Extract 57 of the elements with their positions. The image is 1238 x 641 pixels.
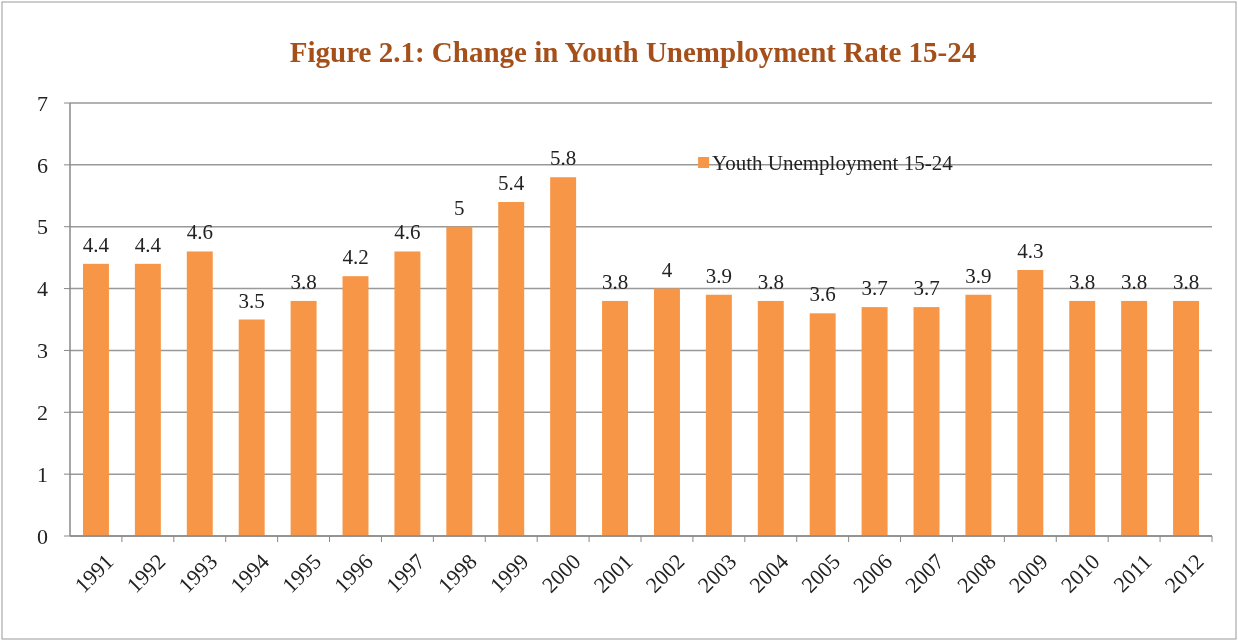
- bar: [550, 177, 577, 536]
- data-label: 3.7: [913, 276, 940, 301]
- data-label: 3.6: [809, 282, 836, 307]
- bar: [705, 294, 732, 536]
- bar: [602, 300, 629, 536]
- bar: [1017, 270, 1044, 536]
- data-label: 3.9: [965, 263, 992, 288]
- data-label: 4.3: [1017, 239, 1044, 264]
- y-tick-label: 3: [37, 338, 48, 364]
- bar: [498, 201, 525, 536]
- bar: [82, 263, 109, 536]
- bar: [186, 251, 213, 536]
- data-label: 3.8: [1121, 269, 1148, 294]
- y-tick-label: 2: [37, 399, 48, 425]
- data-label: 3.5: [238, 288, 265, 313]
- data-label: 4.6: [186, 220, 213, 245]
- data-label: 4.2: [342, 245, 369, 270]
- bar: [913, 307, 940, 536]
- y-tick-label: 6: [37, 152, 48, 178]
- bar: [238, 319, 265, 536]
- bar: [861, 307, 888, 536]
- bar: [446, 226, 473, 536]
- data-label: 3.9: [705, 263, 732, 288]
- bar: [757, 300, 784, 536]
- legend-label: Youth Unemployment 15-24: [712, 151, 954, 176]
- data-label: 4.4: [134, 232, 162, 257]
- data-label: 4: [661, 257, 673, 282]
- bar: [1173, 300, 1200, 536]
- data-label: 3.8: [290, 269, 317, 294]
- bar: [290, 300, 317, 536]
- bar: [394, 251, 421, 536]
- bar: [653, 288, 680, 536]
- data-label: 5.4: [498, 170, 525, 195]
- bar: [1069, 300, 1096, 536]
- data-label: 3.8: [757, 269, 784, 294]
- y-tick-label: 1: [37, 461, 48, 487]
- x-tick-label: 1991: [69, 548, 119, 598]
- data-label: 5: [454, 195, 465, 220]
- data-label: 3.8: [601, 269, 629, 294]
- data-label: 4.6: [394, 220, 421, 245]
- bar: [809, 313, 836, 536]
- bar: [1121, 300, 1148, 536]
- y-tick-label: 7: [37, 90, 48, 116]
- x-tick-label: 2011: [1108, 548, 1157, 597]
- y-tick-label: 4: [37, 276, 48, 302]
- y-tick-label: 5: [37, 214, 48, 240]
- data-label: 4.4: [82, 232, 110, 257]
- chart-title: Figure 2.1: Change in Youth Unemployment Rate 15-24: [289, 36, 977, 68]
- y-tick-label: 0: [37, 523, 48, 549]
- x-tick-label: 2001: [588, 548, 638, 598]
- data-label: 3.8: [1069, 269, 1096, 294]
- data-label: 3.8: [1172, 269, 1200, 294]
- bar: [965, 294, 992, 536]
- data-label: 5.8: [550, 146, 577, 171]
- bar: [342, 276, 369, 536]
- bar: [134, 263, 161, 536]
- data-label: 3.7: [861, 276, 888, 301]
